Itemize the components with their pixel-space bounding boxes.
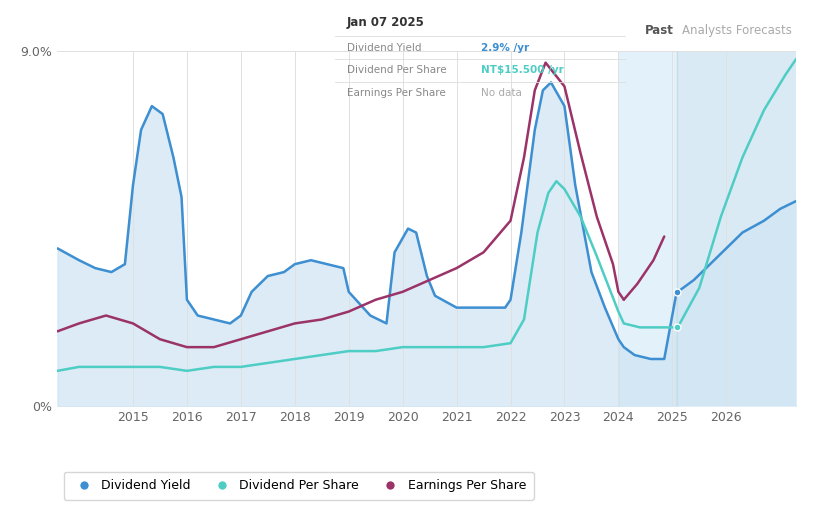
Text: Jan 07 2025: Jan 07 2025 [346,16,424,29]
Text: NT$15.500 /yr: NT$15.500 /yr [481,66,563,75]
Text: Dividend Per Share: Dividend Per Share [346,66,447,75]
Bar [618,51,677,406]
Legend: Dividend Yield, Dividend Per Share, Earnings Per Share: Dividend Yield, Dividend Per Share, Earn… [64,472,534,500]
Text: Analysts Forecasts: Analysts Forecasts [682,23,792,37]
Text: Dividend Yield: Dividend Yield [346,43,421,53]
Text: Earnings Per Share: Earnings Per Share [346,88,445,98]
Text: No data: No data [481,88,521,98]
Text: 2.9% /yr: 2.9% /yr [481,43,529,53]
Bar [677,51,796,406]
Text: Past: Past [645,23,674,37]
